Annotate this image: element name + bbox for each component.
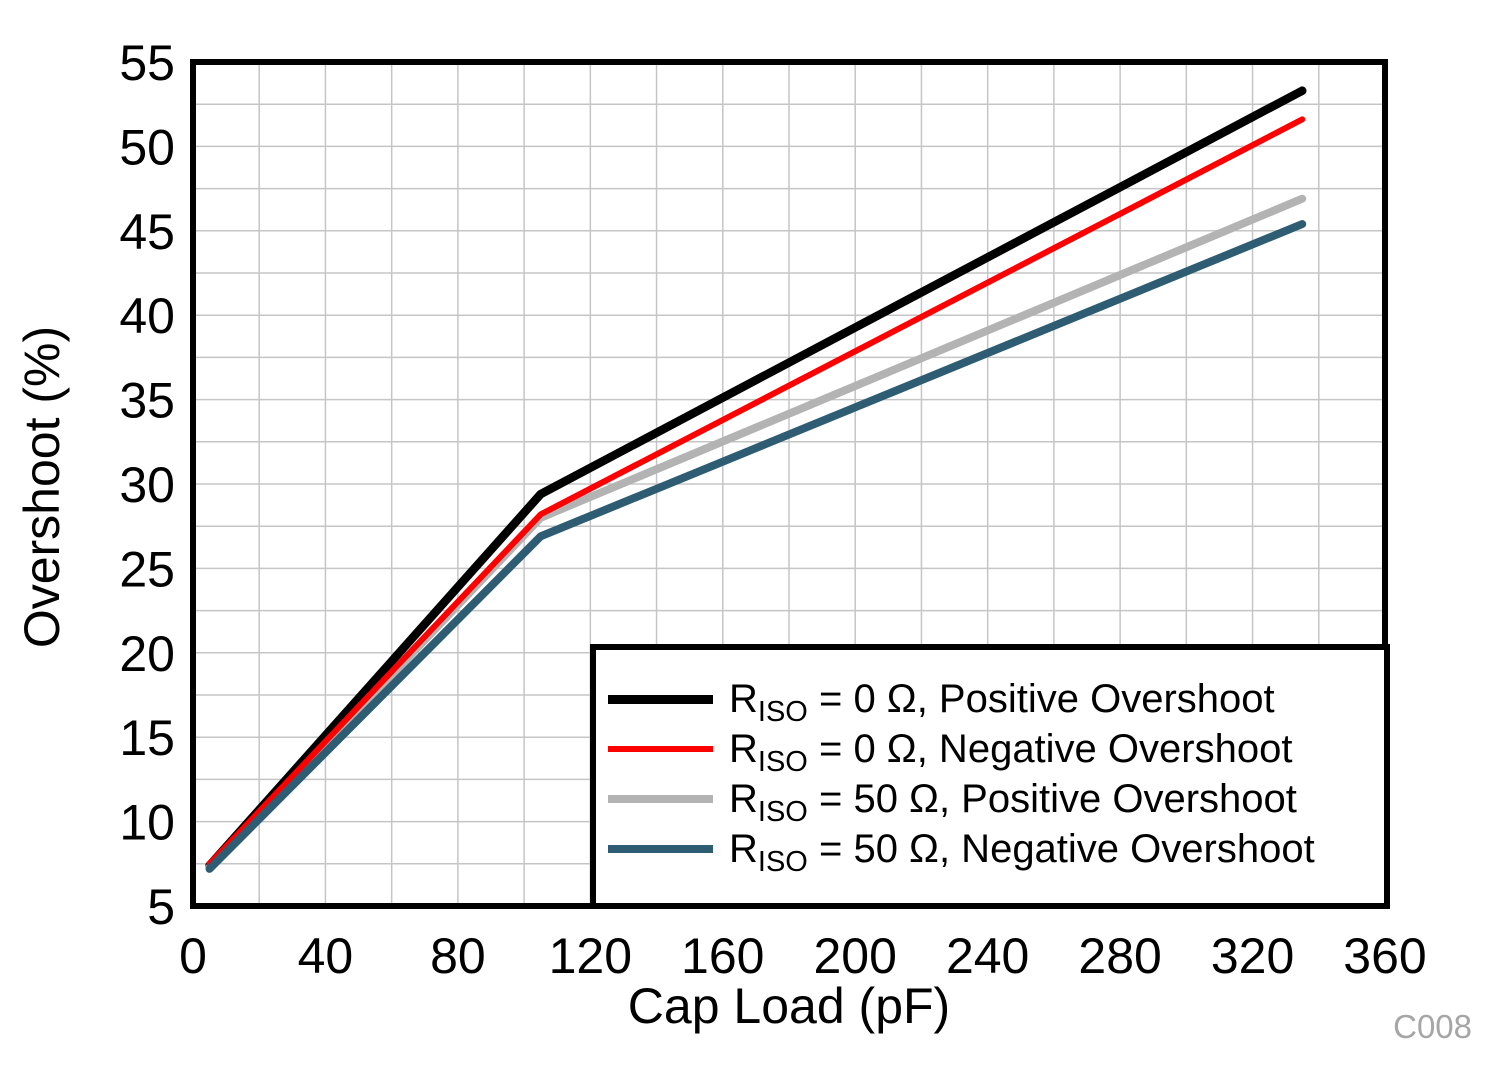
y-tick-label: 40 — [119, 288, 175, 344]
series-line-1 — [206, 116, 1306, 867]
x-tick-label: 160 — [681, 928, 764, 984]
legend-label: RISO = 0 Ω, Negative Overshoot — [729, 727, 1293, 777]
y-tick-label: 15 — [119, 710, 175, 766]
legend-label: RISO = 0 Ω, Positive Overshoot — [729, 677, 1275, 727]
y-tick-label: 50 — [119, 119, 175, 175]
tick-labels: 0 40 80 120 160 200 240 280 320 360 5 10 15 20 25 30 35 4… — [119, 35, 1426, 984]
y-tick-label: 10 — [119, 795, 175, 851]
series-line-3 — [205, 220, 1307, 873]
y-tick-label: 30 — [119, 457, 175, 513]
x-axis-title: Cap Load (pF) — [627, 978, 951, 1034]
legend-swatch-teal — [608, 845, 713, 853]
x-tick-label: 360 — [1343, 928, 1426, 984]
y-tick-label: 35 — [119, 373, 175, 429]
x-tick-label: 280 — [1078, 928, 1161, 984]
plot-code-watermark: C008 — [1393, 1008, 1472, 1045]
y-tick-label: 25 — [119, 541, 175, 597]
legend-label: RISO = 50 Ω, Negative Overshoot — [729, 827, 1315, 877]
y-tick-label: 55 — [119, 35, 175, 91]
legend-label-subscript: ISO — [757, 796, 808, 828]
series-lines — [205, 86, 1307, 873]
legend-label-subscript: ISO — [757, 696, 808, 728]
legend: RISO = 0 Ω, Positive Overshoot RISO = 0 … — [590, 644, 1390, 909]
legend-label-prefix: R — [729, 827, 758, 871]
legend-label-rest: = 0 Ω, Negative Overshoot — [807, 727, 1293, 771]
legend-label-rest: = 50 Ω, Positive Overshoot — [807, 777, 1297, 821]
legend-label: RISO = 50 Ω, Positive Overshoot — [729, 777, 1297, 827]
legend-label-rest: = 0 Ω, Positive Overshoot — [807, 677, 1275, 721]
series-line-0 — [205, 86, 1307, 870]
x-tick-label: 0 — [179, 928, 207, 984]
y-tick-label: 20 — [119, 626, 175, 682]
legend-label-subscript: ISO — [757, 746, 808, 778]
legend-item: RISO = 0 Ω, Negative Overshoot — [596, 724, 1384, 777]
x-tick-label: 200 — [814, 928, 897, 984]
y-axis-title: Overshoot (%) — [14, 325, 70, 649]
legend-item: RISO = 50 Ω, Positive Overshoot — [596, 774, 1384, 827]
legend-item: RISO = 50 Ω, Negative Overshoot — [596, 824, 1384, 877]
x-tick-label: 320 — [1211, 928, 1294, 984]
legend-item: RISO = 0 Ω, Positive Overshoot — [596, 674, 1384, 727]
x-tick-label: 80 — [430, 928, 486, 984]
x-tick-label: 240 — [946, 928, 1029, 984]
x-tick-label: 40 — [298, 928, 354, 984]
legend-swatch-gray — [608, 795, 713, 803]
y-tick-label: 5 — [147, 879, 175, 935]
legend-label-rest: = 50 Ω, Negative Overshoot — [807, 827, 1315, 871]
x-tick-label: 120 — [549, 928, 632, 984]
legend-label-prefix: R — [729, 777, 758, 821]
y-tick-label: 45 — [119, 204, 175, 260]
legend-label-prefix: R — [729, 727, 758, 771]
legend-swatch-red — [608, 746, 713, 752]
legend-label-subscript: ISO — [757, 846, 808, 878]
legend-swatch-black — [608, 694, 713, 704]
legend-label-prefix: R — [729, 677, 758, 721]
